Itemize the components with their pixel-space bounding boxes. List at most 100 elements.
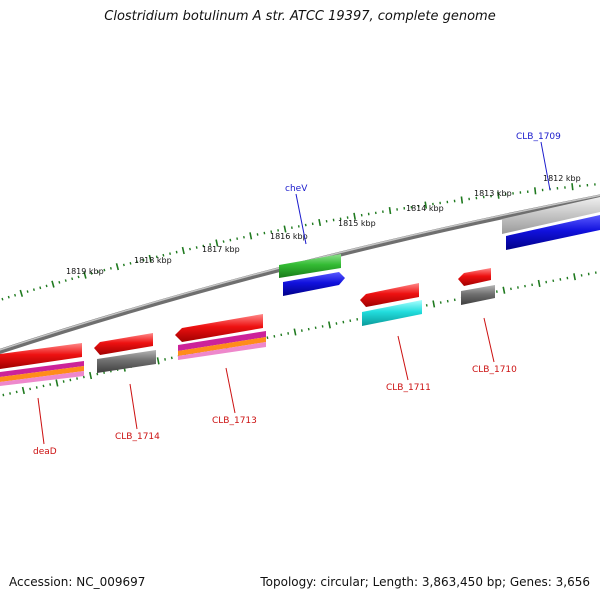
outer-ruler-ticks [1, 183, 596, 301]
outer-ruler-minor-tick [195, 246, 198, 249]
gene-CLB_1711[interactable] [360, 283, 422, 326]
inner-ruler-minor-tick [425, 304, 428, 307]
gene-cheV-blue-track[interactable] [283, 272, 345, 296]
inner-ruler-minor-tick [35, 386, 38, 389]
inner-ruler-minor-tick [300, 329, 303, 332]
outer-ruler-minor-tick [270, 230, 273, 234]
outer-ruler-minor-tick [175, 250, 178, 254]
outer-ruler-minor-tick [64, 279, 67, 282]
gene-CLB_1710-red-track[interactable] [458, 268, 491, 286]
outer-ruler-major-tick [497, 191, 500, 199]
outer-ruler-minor-tick [32, 288, 35, 292]
gene-CLB_1709-blue-track[interactable] [506, 215, 600, 250]
outer-ruler-major-tick [19, 289, 24, 297]
inner-ruler-major-tick [432, 300, 436, 308]
label-line-CLB_1711 [397, 335, 409, 381]
inner-ruler-minor-tick [439, 301, 442, 304]
inner-ruler-minor-tick [62, 380, 65, 383]
outer-ruler-major-tick [388, 206, 392, 215]
gene-CLB_1711-cyan-track[interactable] [362, 300, 422, 326]
gene-label-CLB_1709[interactable]: CLB_1709 [516, 132, 561, 142]
inner-ruler-major-tick [21, 386, 25, 395]
outer-ruler-major-tick [460, 196, 464, 204]
gene-CLB_1713-magenta-track[interactable] [178, 331, 266, 351]
gene-label-CLB_1710[interactable]: CLB_1710 [472, 365, 517, 375]
outer-ruler-minor-tick [142, 258, 145, 262]
inner-ruler-major-tick [537, 279, 541, 288]
inner-ruler-minor-tick [15, 390, 18, 394]
gene-label-deaD[interactable]: deaD [33, 447, 57, 457]
inner-ruler-major-tick [328, 321, 331, 329]
gene-CLB_1714-gray-track[interactable] [97, 350, 156, 373]
outer-ruler-major-tick [83, 271, 87, 279]
label-line-CLB_1710 [483, 317, 495, 363]
inner-ruler-minor-tick [349, 319, 352, 323]
gene-CLB_1713-orange-track[interactable] [178, 337, 266, 356]
inner-ruler-minor-tick [170, 356, 173, 360]
gene-cheV-green-track[interactable] [279, 254, 341, 278]
ruler-label-1819: 1819 kbp [66, 267, 104, 276]
inner-ruler-minor-tick [446, 299, 449, 303]
outer-ruler-minor-tick [229, 238, 232, 242]
gene-CLB_1713-pink-track[interactable] [178, 342, 266, 360]
outer-ruler-minor-tick [26, 290, 29, 293]
outer-ruler-major-tick [353, 212, 356, 220]
label-line-cheV [295, 193, 307, 245]
gene-label-CLB_1713[interactable]: CLB_1713 [212, 416, 257, 426]
label-line-deaD [37, 397, 45, 445]
gene-CLB_1709-gray-track[interactable] [502, 197, 600, 234]
inner-ruler-minor-tick [273, 334, 276, 338]
outer-ruler-minor-tick [243, 235, 245, 239]
gene-CLB_1710-gray-track[interactable] [461, 285, 495, 305]
outer-ruler-minor-tick [129, 262, 132, 265]
ruler-label-1812: 1812 kbp [543, 174, 581, 183]
inner-ruler-minor-tick [342, 320, 345, 324]
inner-ruler-minor-tick [287, 332, 290, 335]
inner-ruler-minor-tick [69, 378, 72, 382]
gene-deaD-pink-track[interactable] [0, 371, 84, 386]
gene-cheV[interactable] [279, 254, 345, 296]
inner-ruler-major-tick [293, 328, 297, 336]
gene-deaD-magenta-track[interactable] [0, 361, 84, 377]
inner-ruler-minor-tick [495, 290, 498, 293]
gene-deaD-orange-track[interactable] [0, 366, 84, 382]
map-title: Clostridium botulinum A str. ATCC 19397,… [104, 9, 496, 24]
outer-ruler-minor-tick [202, 244, 205, 248]
outer-ruler-minor-tick [169, 252, 171, 255]
inner-ruler-major-tick [502, 286, 506, 294]
outer-ruler-major-tick [181, 246, 185, 255]
outer-ruler-minor-tick [71, 277, 74, 281]
ruler-label-1815: 1815 kbp [338, 219, 376, 228]
gene-CLB_1711-red-track[interactable] [360, 283, 419, 307]
gene-CLB_1709[interactable] [502, 197, 600, 250]
outer-ruler-major-tick [534, 187, 537, 195]
gene-CLB_1714[interactable] [94, 333, 156, 373]
outer-ruler-major-tick [115, 263, 120, 271]
outer-ruler-minor-tick [236, 237, 239, 240]
outer-ruler-major-tick [148, 254, 152, 262]
inner-ruler-minor-tick [42, 384, 45, 388]
inner-ruler-minor-tick [280, 333, 283, 337]
gene-deaD[interactable] [0, 343, 84, 386]
outer-ruler-minor-tick [304, 223, 307, 227]
outer-ruler-minor-tick [7, 295, 10, 299]
gene-deaD-red-track[interactable] [0, 343, 82, 369]
inner-ruler-major-tick [55, 379, 59, 387]
inner-ruler-minor-tick [29, 387, 32, 391]
gene-CLB_1710[interactable] [458, 268, 495, 305]
inner-ruler-minor-tick [552, 279, 555, 283]
outer-ruler-minor-tick [103, 268, 106, 272]
inner-ruler-major-tick [89, 371, 93, 380]
label-line-CLB_1713 [225, 367, 236, 414]
gene-label-CLB_1714[interactable]: CLB_1714 [115, 432, 160, 442]
outer-ruler-minor-tick [45, 284, 48, 288]
gene-CLB_1713[interactable] [175, 314, 266, 360]
topology-text: Topology: circular; Length: 3,863,450 bp… [260, 575, 590, 589]
gene-CLB_1714-red-track[interactable] [94, 333, 153, 355]
gene-label-cheV[interactable]: cheV [285, 184, 308, 194]
gene-label-CLB_1711[interactable]: CLB_1711 [386, 383, 431, 393]
inner-ruler-minor-tick [82, 375, 85, 379]
gene-CLB_1713-red-track[interactable] [175, 314, 263, 342]
